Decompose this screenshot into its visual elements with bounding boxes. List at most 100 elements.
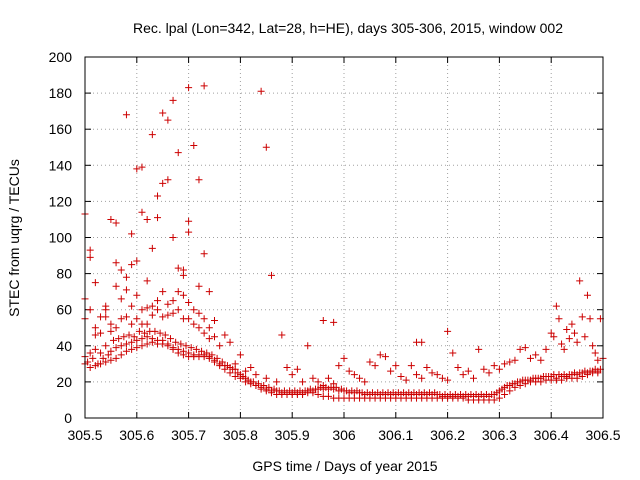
data-point <box>154 306 162 314</box>
data-point <box>397 372 405 380</box>
data-point <box>143 277 151 285</box>
data-point <box>169 297 177 305</box>
x-tick-label: 306.5 <box>585 427 620 443</box>
data-point <box>309 374 317 382</box>
data-point <box>169 96 177 104</box>
data-point <box>125 331 133 339</box>
data-point <box>428 369 436 377</box>
data-point <box>102 358 110 366</box>
data-point <box>122 313 130 321</box>
data-point <box>511 356 519 364</box>
y-tick-label: 80 <box>56 266 72 282</box>
data-point <box>594 356 602 364</box>
data-point <box>332 383 340 391</box>
data-point <box>97 329 105 337</box>
data-point <box>371 362 379 370</box>
data-point <box>560 345 568 353</box>
data-point <box>475 345 483 353</box>
data-point <box>107 327 115 335</box>
data-point <box>594 369 602 377</box>
data-point <box>148 244 156 252</box>
data-point <box>376 351 384 359</box>
data-point <box>319 317 327 325</box>
data-point <box>159 109 167 117</box>
y-tick-label: 20 <box>56 374 72 390</box>
data-point <box>226 338 234 346</box>
data-point <box>511 383 519 391</box>
data-point <box>205 324 213 332</box>
data-point <box>138 306 146 314</box>
data-point <box>156 329 164 337</box>
data-point <box>164 176 172 184</box>
x-tick-label: 305.7 <box>171 427 206 443</box>
data-point <box>166 335 174 343</box>
data-point <box>107 356 115 364</box>
data-point <box>133 344 141 352</box>
data-point <box>216 360 224 368</box>
data-point <box>211 317 218 325</box>
y-tick-label: 200 <box>49 49 73 65</box>
data-point <box>583 291 591 299</box>
data-point <box>91 362 99 370</box>
data-point <box>200 250 208 258</box>
data-point <box>506 387 514 395</box>
data-point <box>86 246 94 254</box>
data-point <box>252 382 260 390</box>
data-point <box>381 353 389 361</box>
data-point <box>501 360 509 368</box>
data-point <box>449 349 457 357</box>
data-point <box>133 165 141 173</box>
data-point <box>128 302 136 310</box>
data-point <box>190 141 198 149</box>
data-point <box>578 313 586 321</box>
data-point <box>262 387 270 395</box>
data-point <box>143 333 151 341</box>
data-point <box>148 302 156 310</box>
x-axis-label: GPS time / Days of year 2015 <box>252 458 437 474</box>
data-point <box>211 333 218 341</box>
data-point <box>109 336 117 344</box>
data-point <box>221 362 229 370</box>
data-point <box>324 374 332 382</box>
data-point <box>174 306 182 314</box>
data-point <box>236 351 244 359</box>
data-point <box>413 371 421 379</box>
data-point <box>179 291 187 299</box>
data-point <box>120 333 128 341</box>
data-point <box>91 279 99 287</box>
data-point <box>192 345 200 353</box>
data-point <box>563 326 571 334</box>
data-point <box>552 302 560 310</box>
data-point <box>356 374 364 382</box>
data-point <box>200 351 208 359</box>
data-point <box>324 392 332 400</box>
data-point <box>252 371 260 379</box>
data-point <box>117 266 125 274</box>
data-point <box>107 347 115 355</box>
data-point <box>573 338 581 346</box>
data-point <box>133 257 141 265</box>
data-point <box>521 380 529 388</box>
data-point <box>99 354 107 362</box>
data-point <box>112 259 120 267</box>
data-point <box>102 313 110 321</box>
data-point <box>107 215 115 223</box>
y-tick-label: 160 <box>49 121 73 137</box>
data-point <box>112 282 120 290</box>
data-point <box>402 376 410 384</box>
data-point <box>565 335 573 343</box>
data-point <box>169 309 177 317</box>
data-point <box>205 353 213 361</box>
data-point <box>164 300 172 308</box>
data-point <box>107 320 115 328</box>
data-point <box>459 394 467 402</box>
data-point <box>392 362 400 370</box>
x-tick-label: 305.8 <box>223 427 258 443</box>
data-point <box>148 338 156 346</box>
data-point <box>200 329 208 337</box>
x-tick-label: 306.3 <box>482 427 517 443</box>
data-point <box>133 315 141 323</box>
data-point <box>179 271 187 279</box>
data-point <box>97 360 105 368</box>
data-point <box>200 315 208 323</box>
